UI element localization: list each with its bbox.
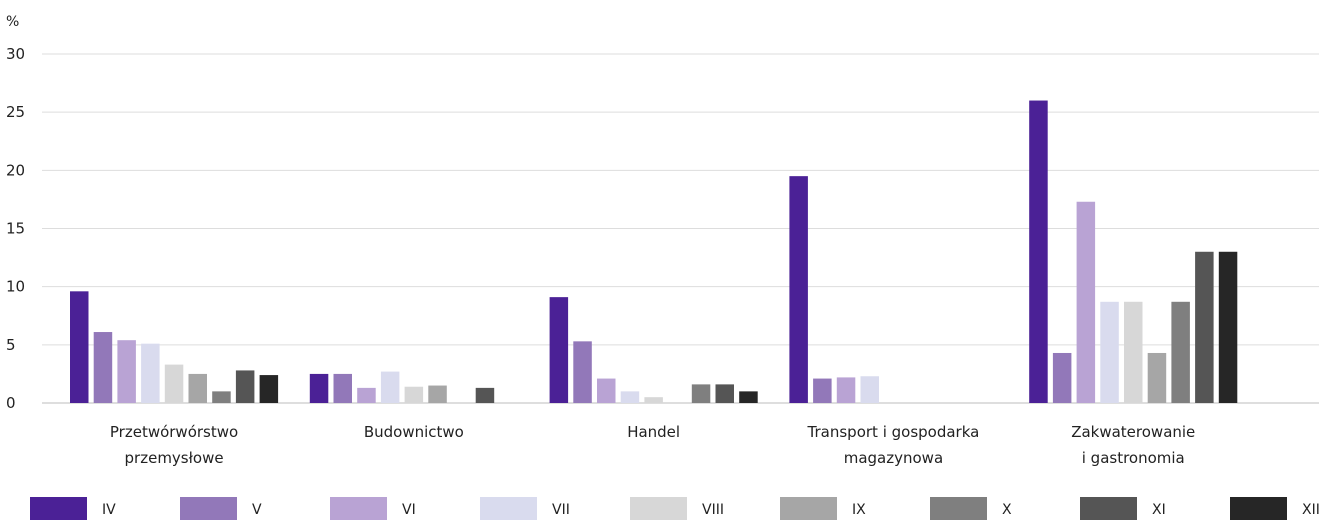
bar-VI-1 [357, 387, 376, 403]
bar-XII-4 [1218, 251, 1238, 403]
bar-VI-2 [597, 378, 616, 403]
bar-XI-2 [715, 384, 734, 403]
legend-swatch-XII [1230, 497, 1287, 520]
legend-swatch-V [180, 497, 237, 520]
y-axis-unit-label: % [6, 14, 19, 30]
category-label: przemysłowe [125, 449, 224, 467]
bar-X-2 [691, 384, 711, 403]
y-axis-ticks: 0 5 10 15 20 25 30 [6, 45, 25, 412]
legend-label: VI [402, 502, 416, 518]
y-tick-label: 30 [6, 45, 25, 63]
legend-swatch-VII [480, 497, 537, 520]
legend-swatch-IV [30, 497, 87, 520]
bar-IV-3 [789, 176, 808, 403]
bar-VII-2 [620, 391, 640, 403]
bar-IV-0 [70, 291, 89, 403]
bar-VII-0 [141, 343, 160, 403]
bar-VIII-0 [164, 364, 184, 403]
bar-VIII-1 [404, 386, 424, 403]
bar-V-2 [573, 341, 592, 403]
legend-swatch-IX [780, 497, 837, 520]
category-label: Handel [627, 423, 680, 441]
category-label: magazynowa [844, 449, 943, 467]
y-tick-label: 20 [6, 161, 25, 179]
bar-V-0 [93, 332, 113, 403]
bar-XII-2 [739, 391, 758, 403]
legend-swatch-VIII [630, 497, 687, 520]
bar-X-0 [212, 391, 231, 403]
bar-IX-0 [188, 373, 207, 403]
legend-label: V [252, 502, 262, 518]
legend-label: VIII [702, 502, 724, 518]
legend: IV V VI VII VIII IX X XI XII [30, 497, 1319, 520]
bar-IV-4 [1029, 100, 1048, 404]
bar-V-3 [813, 378, 832, 403]
legend-label: XII [1302, 502, 1319, 518]
y-tick-label: 15 [6, 220, 25, 238]
legend-swatch-XI [1080, 497, 1137, 520]
y-tick-label: 0 [6, 394, 16, 412]
bar-VIII-4 [1124, 301, 1143, 403]
bar-VI-0 [117, 340, 136, 403]
legend-label: VII [552, 502, 570, 518]
bars [70, 100, 1238, 404]
x-axis-category-labels: Przetwórwórstwo przemysłowe Budownictwo Han… [110, 423, 1195, 467]
bar-XII-0 [259, 375, 279, 403]
y-tick-label: 5 [6, 336, 16, 354]
category-label: i gastronomia [1082, 449, 1185, 467]
bar-IX-4 [1147, 352, 1167, 403]
category-label: Przetwórwórstwo [110, 423, 238, 441]
category-label: Zakwaterowanie [1071, 423, 1195, 441]
gridlines [42, 53, 1319, 404]
category-label: Transport i gospodarka [807, 423, 980, 441]
bar-V-1 [333, 373, 352, 403]
bar-VIII-2 [644, 397, 663, 403]
bar-VI-4 [1076, 201, 1096, 403]
bar-X-4 [1171, 301, 1190, 403]
category-label: Budownictwo [364, 423, 464, 441]
legend-label: IX [852, 502, 866, 518]
bar-XI-0 [235, 370, 255, 403]
bar-IX-1 [428, 385, 447, 403]
bar-VII-4 [1100, 301, 1119, 403]
legend-label: IV [102, 502, 116, 518]
bar-VI-3 [836, 377, 856, 403]
bar-XI-4 [1195, 251, 1214, 403]
bar-IV-2 [549, 297, 569, 403]
y-tick-label: 10 [6, 278, 25, 296]
legend-label: XI [1152, 502, 1166, 518]
y-tick-label: 25 [6, 103, 25, 121]
bar-XI-1 [475, 387, 495, 403]
legend-label: X [1002, 502, 1012, 518]
bar-V-4 [1052, 352, 1072, 403]
legend-swatch-X [930, 497, 987, 520]
bar-VII-3 [860, 376, 879, 403]
bar-VII-1 [380, 371, 400, 403]
bar-IV-1 [309, 373, 329, 403]
legend-swatch-VI [330, 497, 387, 520]
